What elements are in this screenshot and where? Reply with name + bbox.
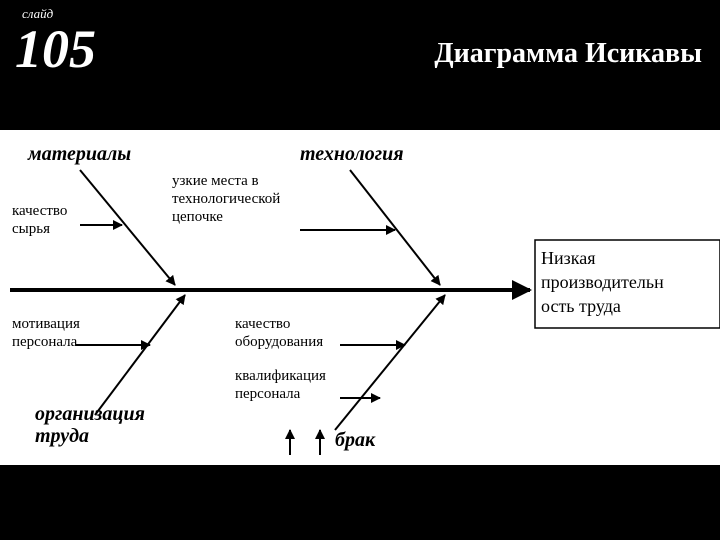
- cause-label: мотивация: [12, 316, 80, 332]
- cause-label: технологической: [172, 191, 280, 207]
- main-title: Диаграмма Исикавы: [434, 38, 702, 70]
- header: слайд 105 Диаграмма Исикавы: [0, 0, 720, 110]
- cause-label: персонала: [12, 334, 78, 350]
- slide-number: 105: [15, 18, 96, 80]
- cause-label: качество: [235, 316, 290, 332]
- cause-label: персонала: [235, 386, 301, 402]
- ishikawa-diagram: Низкая производительн ость труда материалы т…: [0, 130, 720, 465]
- cause-label: квалификация: [235, 368, 326, 384]
- category-label: труда: [35, 425, 89, 447]
- cause-label: цепочке: [172, 209, 223, 225]
- effect-text-line: производительн: [541, 272, 664, 292]
- category-label: брак: [335, 429, 376, 451]
- diagram-svg: Низкая производительн ость труда материалы т…: [0, 130, 720, 465]
- cause-label: качество: [12, 203, 67, 219]
- category-label: материалы: [27, 143, 131, 165]
- category-label: технология: [300, 143, 404, 165]
- effect-text-line: Низкая: [541, 248, 595, 268]
- cause-label: оборудования: [235, 334, 323, 350]
- cause-label: сырья: [12, 221, 50, 237]
- cause-label: узкие места в: [172, 173, 259, 189]
- category-label: организация: [35, 403, 145, 425]
- effect-text-line: ость труда: [541, 296, 621, 316]
